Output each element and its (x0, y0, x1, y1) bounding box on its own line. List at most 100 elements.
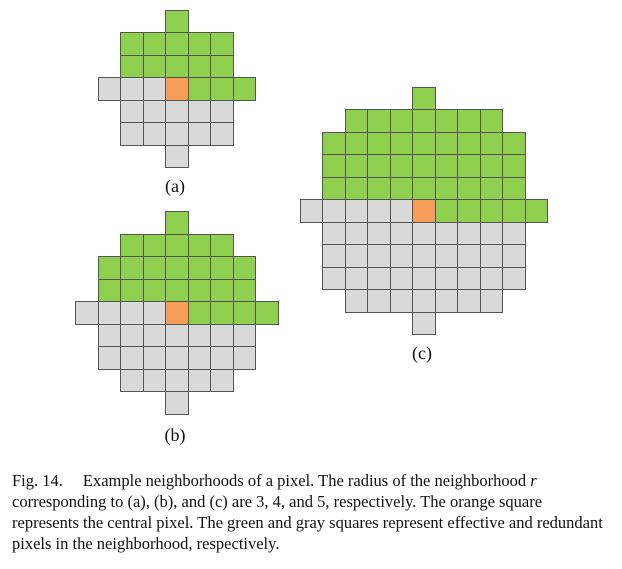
redundant-pixel (434, 244, 458, 268)
effective-pixel (142, 233, 166, 257)
redundant-pixel (120, 301, 144, 325)
effective-pixel (367, 109, 391, 133)
redundant-pixel (120, 99, 144, 123)
redundant-pixel (457, 244, 481, 268)
redundant-pixel (210, 346, 234, 370)
redundant-pixel (367, 244, 391, 268)
redundant-pixel (502, 221, 526, 245)
effective-pixel (142, 278, 166, 302)
redundant-pixel (97, 346, 121, 370)
caption-variable-r: r (530, 471, 537, 490)
effective-pixel (232, 256, 256, 280)
redundant-pixel (97, 323, 121, 347)
effective-pixel (97, 278, 121, 302)
effective-pixel (97, 256, 121, 280)
redundant-pixel (187, 323, 211, 347)
effective-pixel (344, 131, 368, 155)
redundant-pixel (120, 323, 144, 347)
effective-pixel (210, 32, 234, 56)
effective-pixel (367, 131, 391, 155)
redundant-pixel (479, 266, 503, 290)
redundant-pixel (344, 244, 368, 268)
effective-pixel (322, 131, 346, 155)
redundant-pixel (165, 368, 189, 392)
effective-pixel (210, 278, 234, 302)
redundant-pixel (187, 368, 211, 392)
effective-pixel (187, 32, 211, 56)
redundant-pixel (389, 289, 413, 313)
effective-pixel (255, 301, 279, 325)
panel-label-a: (a) (165, 176, 185, 196)
caption-text-part1: Example neighborhoods of a pixel. The ra… (82, 471, 527, 490)
effective-pixel (434, 109, 458, 133)
effective-pixel (434, 154, 458, 178)
redundant-pixel (210, 323, 234, 347)
effective-pixel (367, 154, 391, 178)
figure-area: (a) (b) (c) (75, 9, 548, 445)
figure-number: Fig. 14. (12, 471, 63, 490)
effective-pixel (120, 278, 144, 302)
redundant-pixel (142, 99, 166, 123)
effective-pixel (457, 154, 481, 178)
effective-pixel (479, 199, 503, 223)
effective-pixel (187, 77, 211, 101)
redundant-pixel (434, 266, 458, 290)
redundant-pixel (142, 346, 166, 370)
effective-pixel (457, 109, 481, 133)
redundant-pixel (165, 391, 189, 415)
redundant-pixel (367, 199, 391, 223)
effective-pixel (344, 154, 368, 178)
redundant-pixel (322, 199, 346, 223)
effective-pixel (322, 176, 346, 200)
effective-pixel (434, 131, 458, 155)
redundant-pixel (232, 323, 256, 347)
effective-pixel (479, 109, 503, 133)
redundant-pixel (412, 244, 436, 268)
redundant-pixel (412, 289, 436, 313)
effective-pixel (232, 77, 256, 101)
redundant-pixel (389, 221, 413, 245)
effective-pixel (412, 86, 436, 110)
effective-pixel (210, 54, 234, 78)
central-pixel (165, 77, 189, 101)
effective-pixel (120, 54, 144, 78)
effective-pixel (210, 256, 234, 280)
effective-pixel (142, 54, 166, 78)
redundant-pixel (389, 244, 413, 268)
effective-pixel (187, 301, 211, 325)
redundant-pixel (412, 221, 436, 245)
effective-pixel (120, 32, 144, 56)
redundant-pixel (344, 266, 368, 290)
redundant-pixel (120, 368, 144, 392)
redundant-pixel (120, 346, 144, 370)
effective-pixel (434, 176, 458, 200)
redundant-pixel (187, 346, 211, 370)
redundant-pixel (165, 323, 189, 347)
effective-pixel (524, 199, 548, 223)
effective-pixel (389, 154, 413, 178)
redundant-pixel (457, 289, 481, 313)
redundant-pixel (142, 77, 166, 101)
redundant-pixel (210, 99, 234, 123)
effective-pixel (120, 256, 144, 280)
figure-caption: Fig. 14. Example neighborhoods of a pixel… (12, 470, 612, 554)
effective-pixel (367, 176, 391, 200)
effective-pixel (502, 176, 526, 200)
panel-label-c: (c) (412, 343, 432, 363)
effective-pixel (344, 109, 368, 133)
effective-pixel (165, 54, 189, 78)
effective-pixel (232, 301, 256, 325)
redundant-pixel (210, 368, 234, 392)
redundant-pixel (389, 199, 413, 223)
redundant-pixel (120, 122, 144, 146)
redundant-pixel (322, 244, 346, 268)
effective-pixel (210, 77, 234, 101)
redundant-pixel (97, 77, 121, 101)
redundant-pixel (434, 289, 458, 313)
effective-pixel (389, 109, 413, 133)
redundant-pixel (299, 199, 323, 223)
effective-pixel (187, 54, 211, 78)
panel-label-b: (b) (164, 425, 186, 445)
redundant-pixel (367, 289, 391, 313)
redundant-pixel (165, 99, 189, 123)
